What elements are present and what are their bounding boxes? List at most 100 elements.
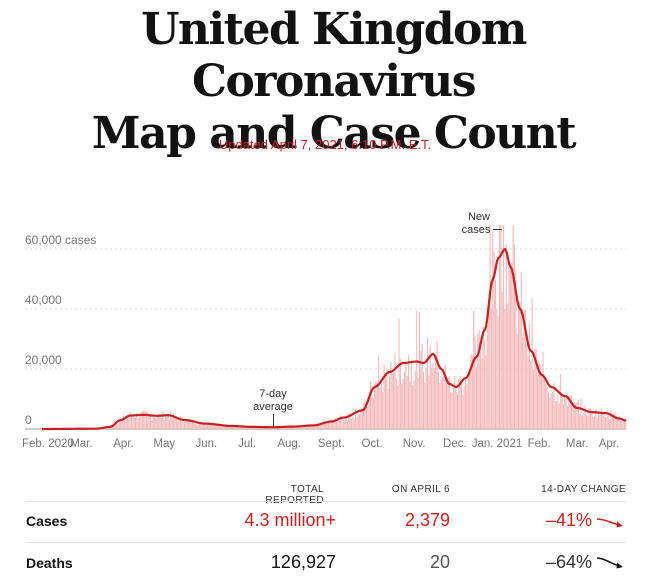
daily-bar bbox=[399, 358, 401, 429]
daily-bar bbox=[584, 404, 586, 429]
deaths-on-day-value: 20 bbox=[429, 552, 450, 572]
daily-bar bbox=[614, 412, 616, 429]
daily-bar bbox=[226, 425, 228, 429]
daily-bar bbox=[298, 426, 300, 429]
daily-bar bbox=[360, 410, 362, 429]
daily-bar bbox=[116, 424, 118, 429]
daily-bar bbox=[417, 377, 419, 429]
daily-bar bbox=[618, 417, 620, 429]
daily-bar bbox=[158, 414, 160, 429]
daily-bar bbox=[136, 412, 138, 429]
daily-bar bbox=[610, 410, 612, 429]
daily-bar bbox=[236, 425, 238, 429]
daily-bar bbox=[408, 354, 410, 429]
daily-bar bbox=[418, 312, 420, 429]
daily-bar bbox=[440, 376, 442, 429]
daily-bar bbox=[346, 420, 348, 429]
daily-bar bbox=[155, 418, 157, 429]
x-tick-label-7: Sept. bbox=[318, 438, 345, 450]
daily-bar bbox=[336, 421, 338, 429]
daily-bar bbox=[296, 426, 298, 429]
daily-bar bbox=[513, 244, 516, 429]
daily-bar bbox=[342, 420, 344, 429]
daily-bar bbox=[546, 386, 548, 429]
daily-bar bbox=[606, 416, 608, 429]
daily-bar bbox=[482, 327, 484, 429]
daily-bar bbox=[140, 412, 142, 429]
daily-bar bbox=[178, 416, 180, 429]
daily-bar bbox=[124, 419, 126, 429]
daily-bar bbox=[562, 403, 564, 429]
daily-bar bbox=[507, 303, 509, 429]
daily-bar bbox=[348, 414, 350, 429]
daily-bar bbox=[509, 267, 511, 429]
daily-bar bbox=[228, 426, 230, 429]
daily-bar bbox=[588, 407, 590, 429]
daily-bar bbox=[349, 414, 351, 429]
daily-bar bbox=[553, 382, 555, 429]
daily-bar bbox=[386, 369, 388, 429]
daily-bar bbox=[534, 348, 536, 429]
daily-bar bbox=[390, 361, 392, 429]
daily-bar bbox=[185, 418, 187, 429]
daily-bar bbox=[425, 367, 427, 429]
daily-bar bbox=[190, 422, 192, 429]
daily-bar bbox=[557, 396, 559, 429]
row-label-deaths: Deaths bbox=[26, 555, 73, 571]
daily-bars-layer bbox=[65, 225, 627, 429]
daily-bar bbox=[607, 416, 609, 429]
daily-bar bbox=[135, 417, 137, 429]
daily-bar bbox=[205, 425, 207, 429]
daily-bar bbox=[223, 425, 225, 429]
page-title: United Kingdom Coronavirus Map and Case … bbox=[0, 4, 667, 160]
daily-bar bbox=[239, 426, 241, 429]
daily-bar bbox=[583, 412, 585, 429]
daily-bar bbox=[355, 409, 357, 429]
daily-bar bbox=[179, 416, 181, 429]
daily-bar bbox=[474, 336, 476, 429]
daily-bar bbox=[625, 418, 627, 429]
annotation-new-cases: New cases bbox=[462, 211, 502, 236]
daily-bar bbox=[503, 225, 505, 429]
daily-bar bbox=[356, 417, 358, 429]
daily-bar bbox=[186, 418, 188, 429]
daily-bar bbox=[368, 391, 370, 429]
daily-bar bbox=[389, 376, 391, 429]
daily-bar bbox=[137, 418, 139, 429]
daily-bar bbox=[312, 426, 315, 429]
daily-bar bbox=[591, 411, 593, 429]
daily-bar bbox=[168, 419, 171, 429]
daily-bar bbox=[350, 418, 353, 429]
daily-bar bbox=[322, 423, 324, 429]
daily-bar bbox=[376, 383, 378, 429]
daily-bar bbox=[217, 425, 219, 429]
daily-bar bbox=[216, 425, 218, 429]
daily-bar bbox=[175, 417, 177, 429]
daily-bar bbox=[395, 378, 397, 429]
daily-bar bbox=[234, 426, 236, 429]
y-tick-label-2: 40,000 bbox=[25, 293, 62, 307]
daily-bar bbox=[577, 399, 579, 429]
daily-bar bbox=[363, 403, 365, 429]
daily-bar bbox=[561, 395, 563, 429]
daily-bar bbox=[292, 426, 294, 429]
daily-bar bbox=[458, 379, 460, 429]
deaths-trend-arrow-icon bbox=[596, 557, 623, 569]
daily-bar bbox=[327, 420, 329, 429]
daily-bar bbox=[448, 376, 450, 429]
daily-bar bbox=[329, 422, 331, 429]
daily-bar bbox=[515, 272, 517, 429]
daily-bar bbox=[361, 408, 363, 429]
daily-bar bbox=[424, 382, 426, 429]
daily-bar bbox=[480, 350, 482, 429]
daily-bar bbox=[541, 371, 543, 429]
daily-bar bbox=[321, 425, 323, 429]
daily-bar bbox=[575, 404, 577, 429]
daily-bar bbox=[219, 426, 221, 429]
daily-bar bbox=[249, 427, 251, 429]
annotation-new-cases-line-1: New bbox=[468, 211, 490, 223]
daily-bar bbox=[459, 376, 461, 429]
daily-bar bbox=[128, 416, 130, 429]
daily-bar bbox=[600, 408, 602, 429]
daily-bar bbox=[444, 364, 446, 429]
